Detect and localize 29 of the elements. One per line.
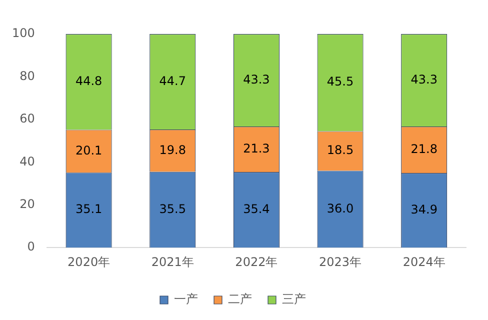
data-label: 21.3 <box>243 141 270 156</box>
y-tick-label: 60 <box>20 112 35 126</box>
data-label: 44.7 <box>159 74 186 88</box>
data-label: 44.8 <box>75 74 102 88</box>
data-label: 35.1 <box>75 202 102 216</box>
data-label: 35.5 <box>159 202 186 216</box>
data-label: 36.0 <box>326 201 354 216</box>
y-tick-label: 80 <box>20 68 35 83</box>
x-tick-label: 2021年 <box>151 254 194 269</box>
y-tick-label: 20 <box>20 197 35 212</box>
data-label: 34.9 <box>410 202 438 216</box>
data-label: 43.3 <box>243 72 270 86</box>
legend-label: 三产 <box>282 292 306 306</box>
legend-label: 二产 <box>228 292 252 306</box>
y-tick-label: 0 <box>27 240 35 254</box>
y-tick-label: 100 <box>12 26 35 40</box>
x-tick-label: 2023年 <box>319 254 362 269</box>
data-label: 43.3 <box>410 72 438 86</box>
x-tick-label: 2024年 <box>402 254 446 269</box>
data-label: 18.5 <box>326 143 354 158</box>
data-label: 35.4 <box>243 202 270 216</box>
legend-label: 一产 <box>174 292 198 306</box>
data-label: 20.1 <box>75 143 102 158</box>
x-tick-label: 2022年 <box>235 254 278 269</box>
y-tick-label: 40 <box>20 154 35 168</box>
data-label: 19.8 <box>159 142 186 157</box>
x-tick-label: 2020年 <box>68 254 110 269</box>
data-label: 45.5 <box>326 74 354 89</box>
data-label: 21.8 <box>410 142 438 156</box>
